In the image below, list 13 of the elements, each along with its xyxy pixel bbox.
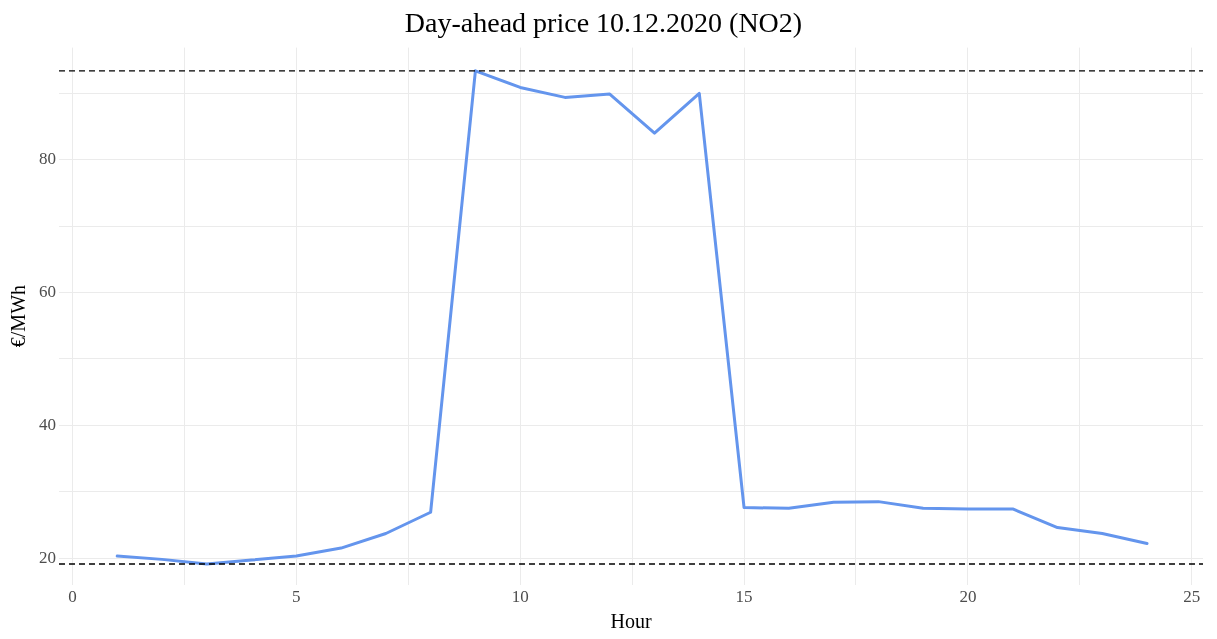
y-axis-title: €/MWh	[7, 284, 30, 348]
y-tick-label: 80	[39, 149, 56, 169]
x-tick-label: 20	[959, 587, 977, 607]
x-tick-label: 10	[511, 587, 529, 607]
x-axis-title: Hour	[610, 610, 652, 633]
x-tick-label: 25	[1183, 587, 1201, 607]
x-tick-label: 5	[292, 587, 301, 607]
y-tick-label: 40	[39, 414, 56, 434]
y-tick-label: 20	[39, 547, 56, 567]
y-tick-label: 60	[39, 282, 56, 301]
x-tick-label: 15	[735, 587, 753, 607]
x-tick-label: 0	[68, 587, 77, 607]
chart-title: Day-ahead price 10.12.2020 (NO2)	[404, 7, 803, 39]
